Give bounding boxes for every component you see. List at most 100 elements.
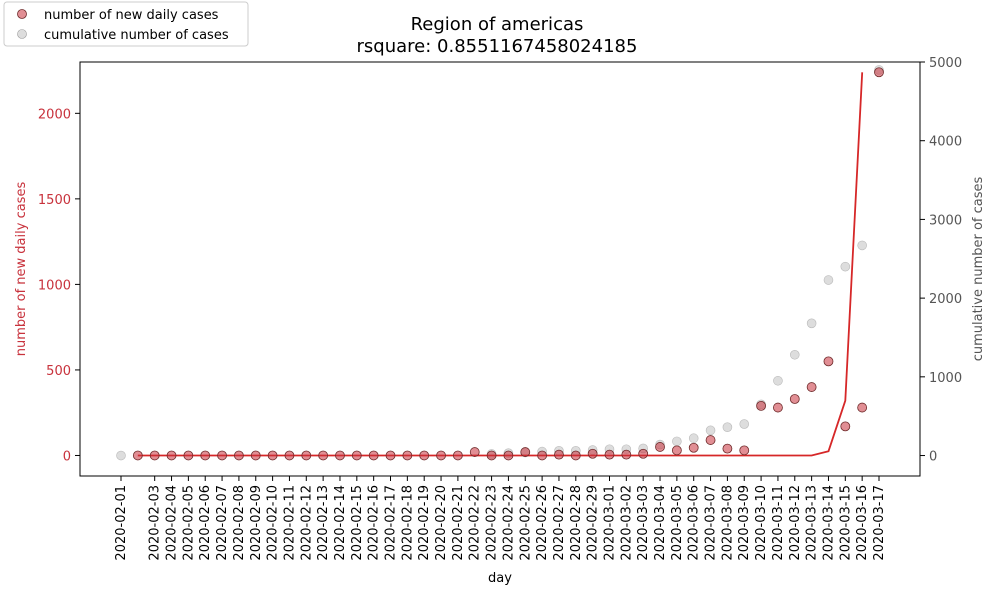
x-tick-label: 2020-02-29 bbox=[586, 485, 601, 561]
legend-marker-daily bbox=[17, 9, 27, 19]
x-tick-label: 2020-02-15 bbox=[350, 485, 365, 561]
daily-point bbox=[183, 450, 194, 461]
x-tick-label: 2020-02-24 bbox=[501, 485, 516, 561]
legend: number of new daily cases cumulative num… bbox=[3, 1, 249, 47]
daily-point bbox=[621, 449, 632, 460]
daily-point bbox=[722, 443, 733, 454]
daily-point bbox=[705, 435, 716, 445]
right-y-tick-label: 5000 bbox=[929, 56, 962, 71]
daily-point bbox=[823, 356, 834, 367]
x-tick-label: 2020-02-11 bbox=[282, 485, 297, 561]
cumulative-point bbox=[840, 261, 851, 272]
x-tick-label: 2020-02-23 bbox=[485, 485, 500, 561]
x-tick-label: 2020-02-18 bbox=[400, 485, 415, 561]
left-y-tick-label: 500 bbox=[46, 364, 71, 379]
right-y-tick-label: 3000 bbox=[929, 213, 962, 228]
left-y-tick-label: 1500 bbox=[38, 193, 71, 208]
daily-point bbox=[368, 450, 379, 461]
right-y-axis-label: cumulative number of cases bbox=[971, 176, 986, 361]
left-y-axis-label: number of new daily cases bbox=[14, 182, 29, 357]
x-tick-label: 2020-03-01 bbox=[602, 485, 617, 561]
daily-point bbox=[756, 400, 766, 411]
x-tick-label: 2020-02-04 bbox=[165, 485, 180, 561]
x-tick-label: 2020-02-06 bbox=[198, 485, 213, 561]
cumulative-point bbox=[688, 433, 699, 444]
x-tick-label: 2020-03-02 bbox=[619, 485, 634, 561]
x-tick-label: 2020-03-15 bbox=[838, 485, 853, 561]
right-y-axis: 0 1000 2000 3000 4000 5000 bbox=[920, 56, 962, 465]
x-tick-label: 2020-03-13 bbox=[805, 485, 820, 561]
x-axis-label: day bbox=[488, 571, 512, 586]
daily-point bbox=[149, 450, 160, 461]
daily-point bbox=[520, 447, 531, 457]
right-y-tick-label: 4000 bbox=[929, 135, 962, 150]
legend-box bbox=[3, 1, 249, 47]
x-tick-label: 2020-02-14 bbox=[333, 485, 348, 561]
x-tick-label: 2020-02-22 bbox=[468, 485, 483, 561]
daily-point bbox=[840, 421, 851, 432]
left-y-axis: 0 500 1000 1500 2000 bbox=[38, 107, 80, 464]
x-tick-label: 2020-02-25 bbox=[518, 485, 533, 561]
cumulative-point bbox=[116, 450, 126, 461]
daily-cases-points bbox=[132, 67, 884, 461]
x-tick-label: 2020-03-11 bbox=[771, 485, 786, 561]
daily-point bbox=[503, 450, 514, 461]
x-tick-label: 2020-02-27 bbox=[552, 485, 567, 561]
x-tick-label: 2020-02-08 bbox=[232, 485, 247, 561]
daily-point bbox=[301, 450, 312, 461]
x-tick-label: 2020-03-16 bbox=[855, 485, 870, 561]
x-tick-label: 2020-03-17 bbox=[872, 485, 887, 561]
daily-point bbox=[385, 450, 396, 461]
x-tick-label: 2020-03-05 bbox=[670, 485, 685, 561]
daily-point bbox=[638, 448, 649, 459]
cumulative-point bbox=[823, 275, 834, 285]
plot-frame bbox=[79, 61, 921, 477]
daily-point bbox=[436, 450, 446, 461]
x-tick-label: 2020-03-08 bbox=[720, 485, 735, 561]
daily-point bbox=[284, 450, 295, 461]
x-tick-label: 2020-02-07 bbox=[215, 485, 230, 561]
daily-point bbox=[671, 445, 682, 456]
x-axis: 2020-02-01 2020-02-03 2020-02-04 2020-02-05… bbox=[114, 476, 887, 561]
right-y-tick-label: 0 bbox=[929, 450, 937, 465]
x-tick-label: 2020-02-13 bbox=[316, 485, 331, 561]
daily-point bbox=[469, 447, 480, 457]
legend-marker-cumulative bbox=[17, 29, 27, 39]
left-y-tick-label: 0 bbox=[63, 449, 71, 464]
legend-label-cumulative: cumulative number of cases bbox=[44, 28, 229, 43]
x-tick-label: 2020-03-14 bbox=[821, 485, 836, 561]
cumulative-point bbox=[705, 425, 716, 436]
x-tick-label: 2020-02-19 bbox=[417, 485, 432, 561]
daily-point bbox=[570, 450, 581, 461]
daily-point bbox=[789, 394, 800, 404]
x-tick-label: 2020-03-10 bbox=[754, 485, 769, 561]
daily-point bbox=[554, 449, 564, 460]
daily-point bbox=[537, 450, 548, 461]
daily-point bbox=[267, 450, 278, 461]
chart-subtitle: rsquare: 0.8551167458024185 bbox=[357, 36, 638, 57]
right-y-tick-label: 1000 bbox=[929, 371, 962, 386]
daily-point bbox=[688, 442, 699, 453]
daily-point bbox=[739, 445, 750, 456]
daily-point bbox=[486, 450, 497, 461]
daily-point bbox=[250, 450, 261, 461]
x-tick-label: 2020-02-10 bbox=[266, 485, 281, 561]
x-tick-label: 2020-02-20 bbox=[434, 485, 449, 561]
daily-point bbox=[200, 450, 211, 461]
daily-point bbox=[318, 450, 329, 461]
left-y-tick-label: 2000 bbox=[38, 107, 71, 122]
daily-point bbox=[402, 450, 413, 461]
cumulative-point bbox=[857, 240, 867, 251]
legend-label-daily: number of new daily cases bbox=[44, 8, 219, 23]
daily-point bbox=[335, 450, 345, 461]
daily-point bbox=[419, 450, 430, 461]
x-tick-label: 2020-03-07 bbox=[704, 485, 719, 561]
x-tick-label: 2020-02-03 bbox=[148, 485, 163, 561]
cumulative-point bbox=[739, 419, 750, 429]
x-tick-label: 2020-03-03 bbox=[636, 485, 651, 561]
daily-point bbox=[874, 67, 884, 78]
daily-point bbox=[655, 442, 665, 452]
x-tick-label: 2020-02-12 bbox=[299, 485, 314, 561]
